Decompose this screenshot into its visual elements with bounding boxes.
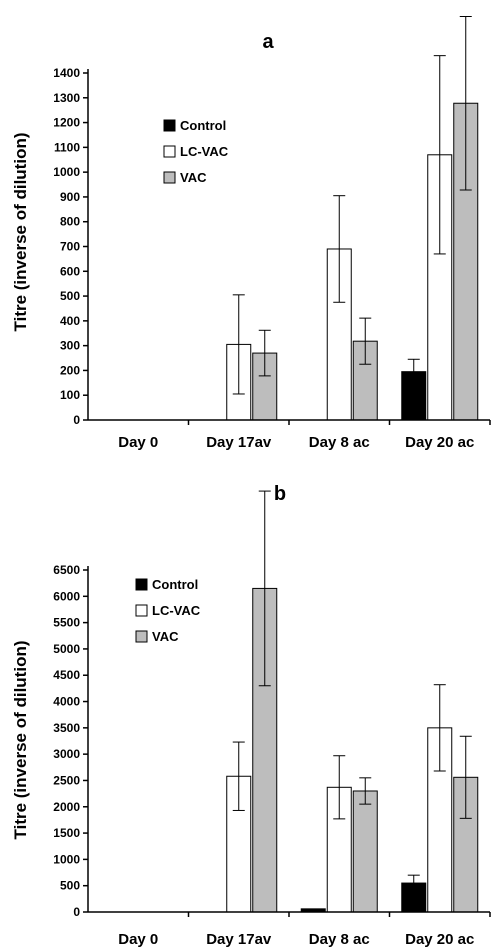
- x-tick-label: Day 17av: [206, 434, 272, 451]
- legend-swatch-control: [135, 578, 148, 591]
- chart-b-axes: [87, 566, 490, 913]
- chart-a-error-bars: [232, 15, 472, 395]
- x-tick-label: Day 20 ac: [405, 434, 474, 451]
- chart-b-ylabel: Titre (inverse of dilution): [11, 641, 30, 840]
- legend-label-control: Control: [152, 577, 198, 592]
- y-tick-label: 200: [60, 363, 80, 377]
- legend-label-lc-vac: LC-VAC: [180, 144, 229, 159]
- chart-a-title: a: [262, 31, 274, 53]
- chart-a-legend: Control LC-VAC VAC: [163, 118, 229, 185]
- y-tick-label: 0: [73, 905, 80, 919]
- chart-b-x-axis: Day 0 Day 17av Day 8 ac Day 20 ac: [118, 912, 491, 948]
- y-tick-label: 0: [73, 413, 80, 427]
- y-tick-label: 500: [60, 289, 80, 303]
- y-tick-label: 6000: [53, 589, 80, 603]
- y-tick-label: 700: [60, 240, 80, 254]
- y-tick-label: 1300: [53, 91, 80, 105]
- y-tick-label: 5000: [53, 642, 80, 656]
- y-tick-label: 1000: [53, 165, 80, 179]
- chart-a-x-axis: Day 0 Day 17av Day 8 ac Day 20 ac: [118, 420, 491, 451]
- chart-b-error-bars: [232, 490, 472, 892]
- y-tick-label: 300: [60, 339, 80, 353]
- legend-swatch-control: [163, 119, 176, 132]
- legend-label-vac: VAC: [180, 170, 207, 185]
- chart-a: a Titre (inverse of dilution) 0 100 200 300…: [11, 15, 491, 451]
- y-tick-label: 600: [60, 264, 80, 278]
- chart-a-axes: [87, 69, 490, 421]
- legend-label-control: Control: [180, 118, 226, 133]
- y-tick-label: 3000: [53, 747, 80, 761]
- legend-swatch-vac: [163, 171, 176, 184]
- y-tick-label: 1100: [54, 140, 80, 154]
- y-tick-label: 800: [60, 215, 80, 229]
- y-tick-label: 5500: [53, 616, 80, 630]
- y-tick-label: 900: [60, 190, 80, 204]
- y-tick-label: 4000: [53, 695, 80, 709]
- y-tick-label: 1200: [53, 116, 80, 130]
- y-tick-label: 100: [60, 388, 80, 402]
- x-tick-label: Day 8 ac: [309, 434, 370, 451]
- x-tick-label: Day 20 ac: [405, 931, 474, 948]
- y-tick-label: 2500: [53, 773, 80, 787]
- legend-swatch-lc-vac: [163, 145, 176, 158]
- chart-a-y-axis: 0 100 200 300 400 500 600 700 800 900 1000 1100 1200…: [53, 66, 88, 427]
- y-tick-label: 4500: [53, 668, 80, 682]
- legend-swatch-lc-vac: [135, 604, 148, 617]
- y-tick-label: 6500: [53, 563, 80, 577]
- chart-b-legend: Control LC-VAC VAC: [135, 577, 201, 644]
- chart-b-y-axis: 0 500 1000 1500 2000 2500 3000 3500 4000 4500 5000…: [53, 563, 88, 919]
- y-tick-label: 1400: [53, 66, 80, 80]
- x-tick-label: Day 0: [118, 434, 158, 451]
- legend-label-vac: VAC: [152, 629, 179, 644]
- chart-a-ylabel: Titre (inverse of dilution): [11, 133, 30, 332]
- x-tick-label: Day 8 ac: [309, 931, 370, 948]
- legend-swatch-vac: [135, 630, 148, 643]
- y-tick-label: 1500: [53, 826, 80, 840]
- chart-b: b Titre (inverse of dilution) 0 500 1000 15…: [11, 483, 491, 948]
- y-tick-label: 2000: [53, 800, 80, 814]
- y-tick-label: 500: [60, 879, 80, 893]
- legend-label-lc-vac: LC-VAC: [152, 603, 201, 618]
- y-tick-label: 400: [60, 314, 80, 328]
- chart-b-title: b: [274, 483, 286, 505]
- x-tick-label: Day 0: [118, 931, 158, 948]
- y-tick-label: 3500: [53, 721, 80, 735]
- x-tick-label: Day 17av: [206, 931, 272, 948]
- bar-vac-2: [352, 790, 378, 913]
- y-tick-label: 1000: [53, 852, 80, 866]
